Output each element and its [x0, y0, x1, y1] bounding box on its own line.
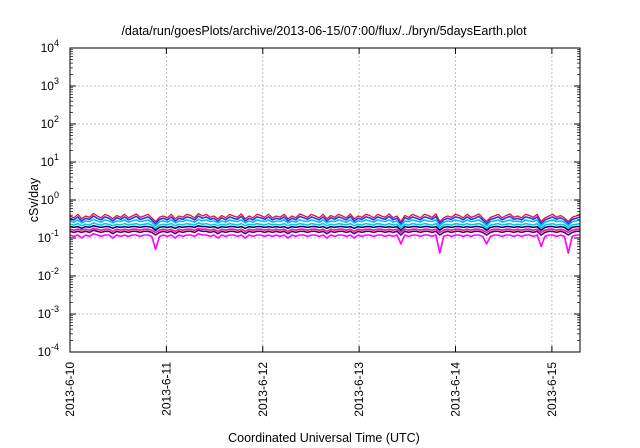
y-tick-exponent: 2 [54, 114, 59, 124]
x-tick-label: 2013-6-10 [63, 362, 77, 417]
y-tick-label: 10-4 [38, 342, 59, 359]
series-line-6 [69, 218, 581, 227]
y-tick-exponent: -1 [51, 228, 59, 238]
x-axis-label: Coordinated Universal Time (UTC) [228, 431, 420, 445]
series-line-7 [69, 215, 581, 225]
series-line-3 [69, 227, 580, 234]
y-tick-label: 10-2 [38, 266, 59, 283]
y-tick-label: 103 [41, 76, 59, 93]
series-line-5 [69, 222, 581, 230]
y-tick-label: 10-1 [38, 228, 59, 245]
y-tick-exponent: -3 [51, 304, 59, 314]
x-tick-label: 2013-6-14 [449, 362, 463, 417]
series-line-4 [69, 225, 580, 231]
chart-title: /data/run/goesPlots/archive/2013-06-15/0… [121, 24, 527, 38]
series-line-1 [69, 232, 580, 254]
y-tick-label: 104 [41, 38, 59, 55]
y-tick-exponent: -2 [51, 266, 59, 276]
y-tick-exponent: 1 [54, 152, 59, 162]
series-group [69, 212, 581, 254]
x-tick-label: 2013-6-12 [256, 362, 270, 417]
x-tick-label: 2013-6-11 [159, 362, 173, 416]
y-tick-label: 102 [41, 114, 59, 131]
series-line-2 [69, 229, 580, 236]
y-tick-label: 10-3 [38, 304, 59, 321]
y-tick-label: 101 [41, 152, 59, 169]
series-line-8 [69, 212, 581, 223]
x-axis-ticks: 2013-6-10 2013-6-11 2013-6-12 2013-6-13 2013… [63, 48, 559, 417]
y-tick-exponent: 4 [54, 38, 59, 48]
y-tick-label: 100 [41, 190, 59, 207]
y-axis-label: cSv/day [27, 177, 41, 222]
grid [70, 48, 580, 352]
y-tick-exponent: -4 [51, 342, 59, 352]
x-tick-label: 2013-6-15 [545, 362, 559, 417]
y-tick-exponent: 0 [54, 190, 59, 200]
x-tick-label: 2013-6-13 [352, 362, 366, 417]
y-tick-exponent: 3 [54, 76, 59, 86]
